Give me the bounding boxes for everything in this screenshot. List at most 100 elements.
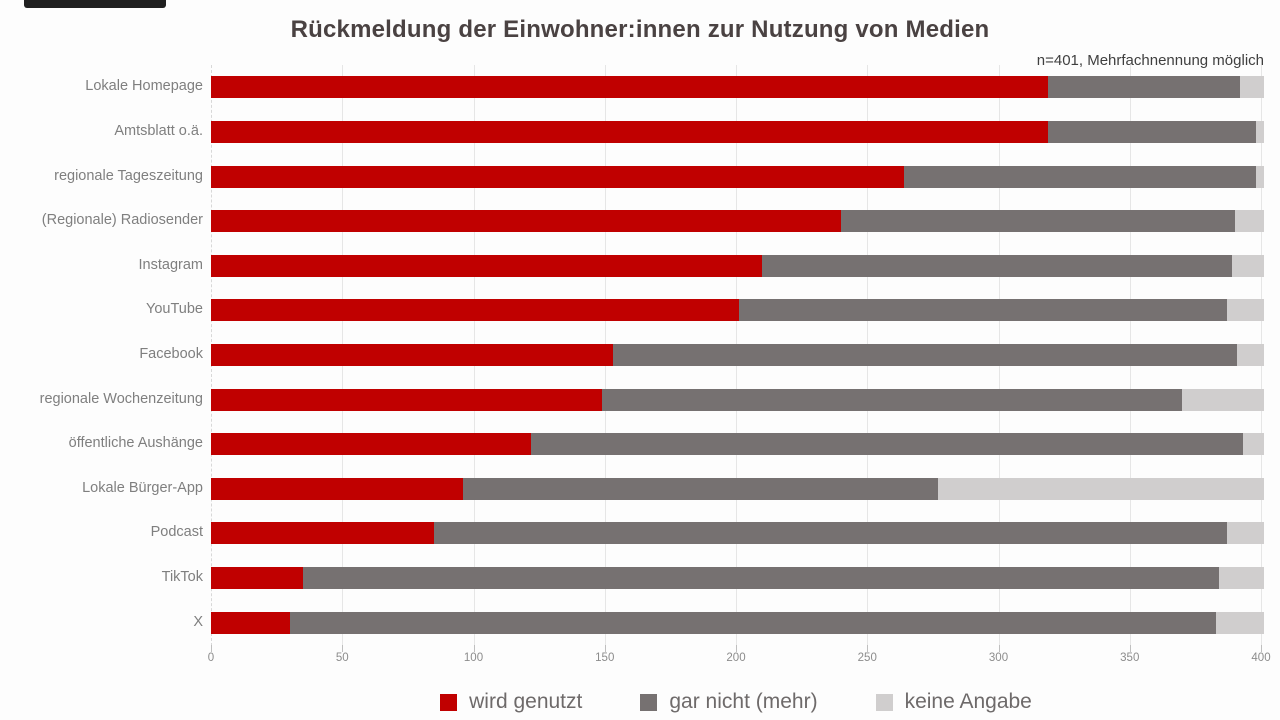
category-label: TikTok (161, 569, 203, 586)
category-axis: Lokale Homepage Amtsblatt o.ä. regionale T… (0, 65, 203, 645)
bar-segment-keine-angabe (1216, 611, 1264, 634)
x-tick-label-200: 200 (726, 652, 746, 664)
tick-mark-200 (736, 645, 737, 652)
tick-mark-50 (342, 645, 344, 652)
bar-segment-keine-angabe (1182, 388, 1264, 411)
x-tick-label-400: 400 (1251, 652, 1271, 664)
bar-segment-wird-genutzt (211, 344, 613, 366)
bar-row (211, 388, 1264, 411)
bar-segment-wird-genutzt (211, 165, 904, 188)
category-label: Instagram (138, 256, 203, 273)
bar-segment-wird-genutzt (211, 611, 290, 634)
legend-item-gar-nicht-mehr: gar nicht (mehr) (640, 690, 818, 714)
bar-segment-gar-nicht-mehr- (738, 299, 1227, 322)
plot-area (211, 65, 1264, 652)
tick-mark-300 (998, 645, 1000, 652)
bar-segment-gar-nicht-mehr- (612, 344, 1238, 366)
bar-segment-wird-genutzt (211, 522, 435, 545)
chart-title: Rückmeldung der Einwohner:innen zur Nutz… (290, 16, 990, 43)
bar-segment-keine-angabe (1237, 344, 1264, 366)
x-tick-label-300: 300 (988, 652, 1009, 664)
tick-mark-250 (867, 645, 869, 652)
bar-segment-keine-angabe (1255, 165, 1264, 188)
category-label: Podcast (150, 524, 203, 541)
category-label: YouTube (146, 301, 203, 318)
category-label: Facebook (139, 346, 203, 362)
bar-segment-wird-genutzt (211, 76, 1049, 99)
bar-segment-gar-nicht-mehr- (904, 165, 1256, 188)
category-label: regionale Wochenzeitung (39, 390, 203, 407)
bar-segment-gar-nicht-mehr- (841, 210, 1235, 233)
bar-segment-wird-genutzt (211, 433, 532, 456)
tick-mark-100 (473, 645, 475, 652)
bar-segment-gar-nicht-mehr- (289, 611, 1217, 634)
bar-segment-wird-genutzt (211, 477, 463, 500)
bar-segment-keine-angabe (1234, 210, 1264, 233)
x-tick-label-0: 0 (207, 652, 215, 664)
bar-segment-wird-genutzt (211, 210, 841, 233)
bar-segment-keine-angabe (1255, 120, 1264, 143)
x-tick-label-350: 350 (1120, 652, 1140, 664)
bar-segment-keine-angabe (1226, 522, 1264, 545)
category-label: Lokale Homepage (85, 78, 203, 95)
bar-row (211, 567, 1264, 590)
bar-row (211, 165, 1264, 188)
tick-mark-150 (604, 645, 606, 652)
legend-item-keine-angabe: keine Angabe (875, 690, 1032, 714)
legend: wird genutzt gar nicht (mehr) keine Anga… (211, 690, 1261, 714)
bar-segment-gar-nicht-mehr- (762, 254, 1233, 277)
category-label: (Regionale) Radiosender (41, 212, 203, 229)
bar-row (211, 611, 1264, 634)
x-tick-label-150: 150 (595, 652, 615, 664)
bar-row (211, 254, 1264, 277)
bar-row (211, 477, 1264, 500)
legend-item-wird-genutzt: wird genutzt (440, 690, 582, 714)
value-axis: 0 50 100 150 200 250 300 350 400 (208, 652, 1271, 668)
bar-segment-gar-nicht-mehr- (302, 567, 1219, 590)
x-tick-label-100: 100 (463, 652, 484, 664)
bar-row (211, 522, 1264, 545)
bar-row (211, 344, 1264, 366)
tick-mark-0 (211, 645, 212, 652)
tick-mark-400 (1261, 645, 1262, 652)
legend-label: keine Angabe (904, 690, 1032, 713)
category-label: Lokale Bürger-App (82, 479, 203, 496)
category-label: Amtsblatt o.ä. (114, 122, 203, 139)
bar-segment-gar-nicht-mehr- (463, 477, 939, 500)
video-scrubber-artifact (24, 0, 166, 8)
bar-row (211, 433, 1264, 456)
bar-segment-gar-nicht-mehr- (602, 388, 1183, 411)
bar-segment-keine-angabe (1219, 567, 1264, 590)
legend-swatch-darkgray-icon (640, 693, 658, 711)
bar-segment-gar-nicht-mehr- (1048, 120, 1256, 143)
legend-label: wird genutzt (469, 690, 583, 713)
bar-segment-keine-angabe (1232, 254, 1264, 277)
category-label: regionale Tageszeitung (54, 167, 203, 184)
bar-segment-gar-nicht-mehr- (531, 433, 1243, 456)
bar-row (211, 210, 1264, 233)
bar-segment-keine-angabe (1226, 299, 1264, 322)
bar-row (211, 299, 1264, 322)
bar-segment-keine-angabe (938, 477, 1264, 500)
legend-swatch-lightgray-icon (875, 693, 893, 711)
tick-mark-350 (1129, 645, 1131, 652)
legend-label: gar nicht (mehr) (669, 690, 818, 713)
bar-segment-keine-angabe (1242, 433, 1264, 456)
x-tick-label-50: 50 (335, 652, 349, 664)
bar-segment-wird-genutzt (211, 120, 1049, 143)
category-label: öffentliche Aushänge (68, 435, 203, 452)
bar-segment-gar-nicht-mehr- (1048, 76, 1240, 99)
bar-segment-wird-genutzt (211, 567, 303, 590)
legend-swatch-red-icon (440, 693, 458, 711)
bar-segment-keine-angabe (1240, 76, 1264, 99)
bar-row (211, 120, 1264, 143)
bar-segment-wird-genutzt (211, 388, 603, 411)
bar-segment-gar-nicht-mehr- (434, 522, 1227, 545)
bar-segment-wird-genutzt (211, 299, 739, 322)
bar-row (211, 76, 1264, 99)
bar-segment-wird-genutzt (211, 254, 763, 277)
x-tick-label-250: 250 (857, 652, 877, 664)
category-label: X (193, 613, 203, 630)
chart-subtitle: n=401, Mehrfachnennung möglich (1036, 52, 1264, 69)
